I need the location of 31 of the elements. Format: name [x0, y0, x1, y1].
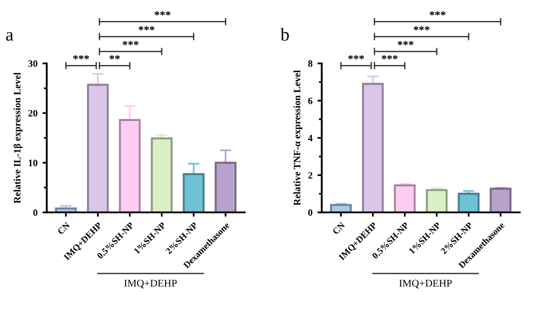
bar — [458, 192, 480, 212]
bar — [150, 137, 173, 212]
y-tick-label: 2 — [308, 172, 312, 179]
y-tick-label: 4 — [308, 134, 313, 142]
text: *** — [122, 41, 138, 46]
text: *** — [398, 41, 414, 46]
text: *** — [154, 11, 170, 16]
y-tick-label: 0 — [33, 209, 38, 216]
y-tick-label: 20 — [28, 110, 38, 117]
y-tick-label: 30 — [28, 60, 38, 67]
y-tick-label: 8 — [308, 60, 312, 67]
bar — [426, 189, 448, 212]
text: *** — [138, 26, 154, 30]
text: *** — [382, 55, 398, 60]
chart-title: a — [6, 32, 14, 41]
bar — [490, 188, 512, 212]
y-tick-label: 10 — [28, 160, 38, 166]
text: *** — [414, 26, 430, 30]
text: IMQ+DEHP — [124, 280, 177, 288]
bar — [330, 204, 352, 212]
text: *** — [73, 55, 89, 60]
y-axis-title: Relative TNF-α expression Level — [293, 70, 302, 206]
chart-title: b — [280, 28, 289, 41]
y-tick-label: 6 — [308, 98, 312, 104]
text: IMQ+DEHP — [399, 280, 452, 288]
text: *** — [348, 55, 364, 60]
text: ** — [110, 55, 120, 60]
text: *** — [430, 11, 446, 16]
bar — [394, 184, 416, 212]
y-axis-title: Relative IL-1β expression Level — [14, 72, 22, 204]
y-tick-label: 0 — [308, 209, 312, 216]
